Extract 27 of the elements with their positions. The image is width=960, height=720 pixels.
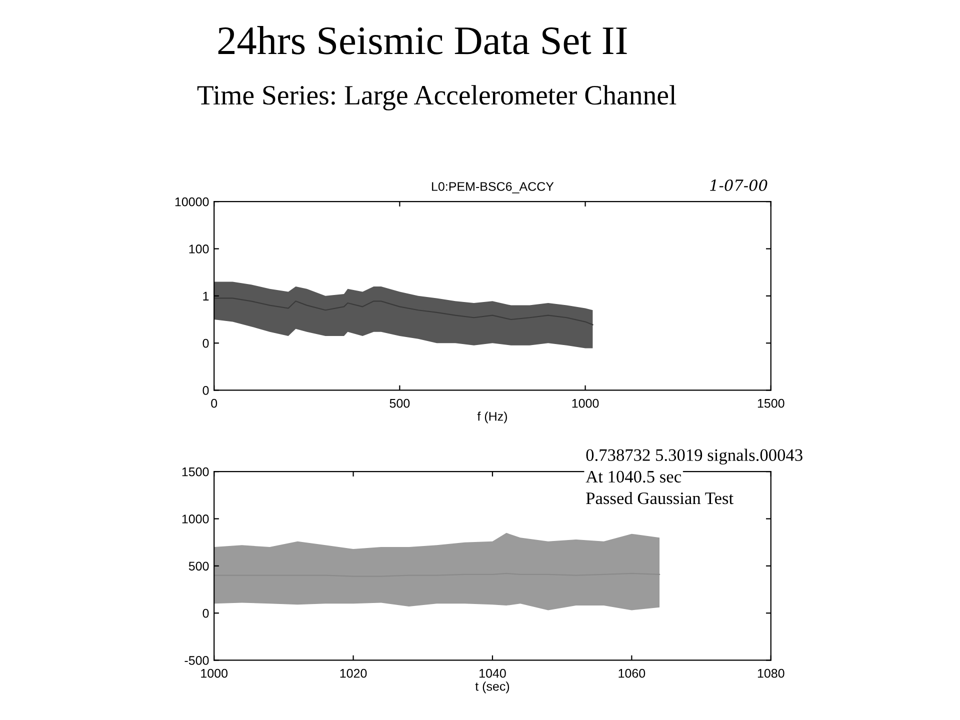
y-tick-label: 1000 bbox=[182, 514, 209, 524]
y-tick-label: 500 bbox=[188, 562, 209, 571]
x-tick-label: 1020 bbox=[340, 668, 367, 678]
chart-title: 24hrs Seismic Data Set II bbox=[218, 26, 627, 54]
x-axis-title: t (sec) bbox=[475, 682, 510, 694]
x-tick-label: 1000 bbox=[572, 398, 599, 408]
text: 0.738732 5.3019 signals.00043 bbox=[586, 448, 802, 465]
x-tick-label: 1060 bbox=[618, 668, 646, 678]
annotation: Passed Gaussian Test bbox=[586, 492, 734, 504]
x-tick-label: 1040 bbox=[480, 668, 506, 678]
x-axis-title: f (Hz) bbox=[477, 412, 507, 424]
chart-subtitle: Time Series: Large Accelerometer Channel bbox=[197, 85, 676, 110]
y-tick-label: 0 bbox=[202, 338, 209, 348]
x-tick-label: 1080 bbox=[758, 668, 784, 678]
y-tick-label: 1 bbox=[203, 292, 209, 300]
y-tick-label: 0 bbox=[202, 386, 209, 395]
y-tick-label: 10000 bbox=[175, 197, 209, 206]
y-tick-label: 100 bbox=[189, 244, 209, 254]
y-tick-label: 1500 bbox=[182, 467, 209, 476]
x-tick-label: 1500 bbox=[758, 398, 784, 408]
text: L0:PEM-BSC6_ACCY bbox=[432, 182, 554, 194]
y-tick-label: -500 bbox=[184, 656, 209, 665]
y-tick-label: 0 bbox=[202, 608, 209, 618]
text: 1-07-00 bbox=[710, 179, 768, 192]
x-tick-label: 500 bbox=[390, 398, 410, 408]
x-tick-label: 0 bbox=[211, 398, 218, 408]
annotation: At 1040.5 sec bbox=[586, 470, 682, 483]
